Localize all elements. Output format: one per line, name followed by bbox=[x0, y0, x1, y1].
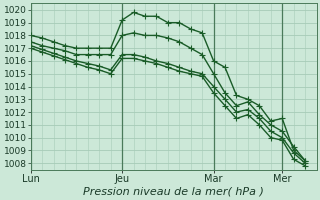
X-axis label: Pression niveau de la mer( hPa ): Pression niveau de la mer( hPa ) bbox=[83, 187, 264, 197]
